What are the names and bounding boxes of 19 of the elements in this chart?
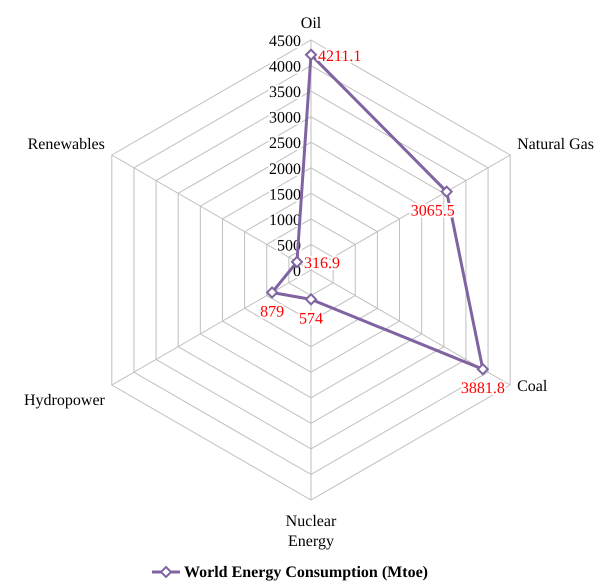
y-tick-label: 3000 (269, 110, 301, 127)
y-tick-label: 4500 (269, 33, 301, 50)
data-label: 4211.1 (318, 48, 362, 65)
y-tick-label: 1500 (269, 186, 301, 204)
spoke-label: Oil (300, 15, 322, 32)
spoke-label: Renewables (28, 136, 105, 153)
spoke-label: Natural Gas (517, 136, 594, 153)
data-label: 574 (299, 310, 323, 328)
data-label: 316.9 (304, 254, 340, 272)
y-tick-label: 4000 (269, 58, 301, 76)
data-label: 879 (260, 303, 284, 320)
legend-label: World Energy Consumption (Mtoe) (184, 564, 428, 581)
spoke-label: Hydropower (24, 392, 106, 409)
spoke-label: Nuclear Energy (286, 513, 337, 550)
y-tick-label: 2500 (269, 135, 301, 152)
y-tick-label: 2000 (269, 160, 301, 178)
y-tick-label: 3500 (269, 84, 301, 102)
spoke-label: Coal (517, 378, 548, 395)
data-label: 3881.8 (460, 380, 505, 398)
